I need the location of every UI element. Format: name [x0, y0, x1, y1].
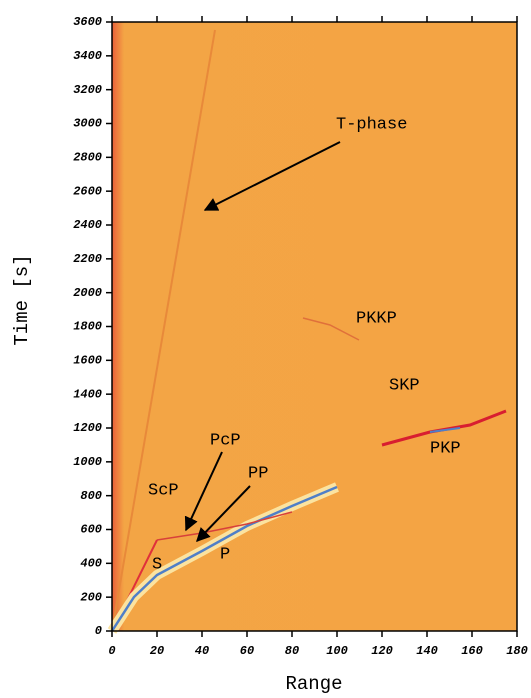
background — [112, 22, 517, 631]
annotation: PP — [248, 464, 268, 483]
pcp-trace — [156, 511, 293, 541]
x-tick-label: 80 — [285, 644, 299, 658]
arrow — [203, 141, 341, 211]
annotation: T-phase — [336, 115, 407, 134]
p-trace — [110, 485, 338, 632]
y-tick-label: 600 — [80, 523, 102, 537]
x-axis-label: Range — [285, 673, 342, 693]
y-tick-label: 2400 — [73, 218, 102, 232]
annotations: T-phase PKKP SKP PKP PcP PP ScP S P — [148, 115, 461, 574]
arrow — [196, 485, 251, 543]
pkp-core — [429, 427, 461, 433]
y-tick-label: 3400 — [73, 49, 102, 63]
y-tick-label: 1600 — [73, 354, 102, 368]
annotation: PKKP — [356, 309, 397, 328]
y-axis-label: Time [s] — [11, 254, 33, 345]
y-tick-label: 1000 — [73, 455, 102, 469]
x-tick-label: 0 — [108, 644, 115, 658]
x-tick-label: 160 — [461, 644, 483, 658]
y-tick-label: 2200 — [73, 252, 102, 266]
t-phase-trace — [111, 29, 216, 632]
annotation: S — [152, 555, 162, 574]
y-tick-label: 0 — [95, 624, 102, 638]
x-tick-label: 100 — [326, 644, 348, 658]
y-tick-label: 2600 — [73, 184, 102, 198]
annotation: PKP — [430, 439, 461, 458]
x-tick-label: 60 — [240, 644, 254, 658]
x-tick-label: 180 — [506, 644, 528, 658]
x-tick-label: 120 — [371, 644, 393, 658]
x-tick-label: 20 — [150, 644, 164, 658]
arrow — [184, 451, 223, 532]
y-tick-label: 2800 — [73, 151, 102, 165]
y-tick-label: 3000 — [73, 117, 102, 131]
annotation: ScP — [148, 481, 179, 500]
x-tick-label: 40 — [195, 644, 209, 658]
x-tick-label: 140 — [416, 644, 438, 658]
y-tick-label: 1800 — [73, 320, 102, 334]
y-tick-label: 3200 — [73, 83, 102, 97]
annotation: PcP — [210, 431, 241, 450]
y-tick-label: 400 — [80, 557, 102, 571]
y-tick-label: 1400 — [73, 387, 102, 401]
y-tick-label: 200 — [80, 590, 102, 604]
pkkp-trace — [302, 317, 360, 341]
y-tick-label: 1200 — [73, 421, 102, 435]
y-tick-label: 2000 — [73, 286, 102, 300]
y-tick-label: 800 — [80, 489, 102, 503]
y-tick-label: 3600 — [73, 15, 102, 29]
annotation: P — [220, 545, 230, 564]
annotation: SKP — [389, 376, 420, 395]
plot-image — [107, 22, 517, 634]
